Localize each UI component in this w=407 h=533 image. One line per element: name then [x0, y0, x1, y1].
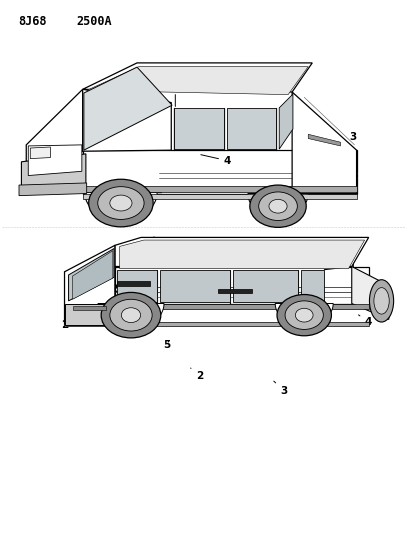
Polygon shape — [83, 193, 357, 199]
Text: 8J68: 8J68 — [18, 15, 47, 28]
Text: 12: 12 — [105, 284, 122, 297]
Polygon shape — [72, 305, 106, 310]
Polygon shape — [66, 322, 369, 326]
Polygon shape — [115, 303, 369, 309]
Text: 4: 4 — [201, 155, 231, 166]
Polygon shape — [232, 270, 298, 302]
Polygon shape — [117, 281, 150, 286]
Polygon shape — [175, 108, 223, 149]
Text: 8: 8 — [57, 176, 73, 193]
Ellipse shape — [370, 280, 394, 322]
Ellipse shape — [374, 288, 389, 314]
Polygon shape — [19, 183, 87, 196]
Polygon shape — [83, 90, 171, 151]
Text: 3: 3 — [274, 381, 288, 396]
Polygon shape — [292, 92, 357, 193]
Ellipse shape — [259, 192, 298, 221]
Polygon shape — [28, 145, 82, 175]
Text: 9: 9 — [96, 118, 108, 129]
Text: 3: 3 — [342, 132, 356, 142]
Polygon shape — [160, 270, 230, 302]
Text: 4: 4 — [359, 315, 372, 327]
Polygon shape — [85, 192, 157, 220]
Polygon shape — [65, 303, 115, 325]
Polygon shape — [68, 248, 114, 301]
Polygon shape — [115, 266, 369, 303]
Text: 2: 2 — [357, 298, 370, 309]
Ellipse shape — [110, 300, 152, 331]
Polygon shape — [26, 90, 83, 187]
Text: 2: 2 — [61, 320, 81, 330]
Ellipse shape — [98, 187, 144, 220]
Polygon shape — [120, 240, 365, 269]
Polygon shape — [83, 186, 357, 192]
Text: 10: 10 — [345, 241, 360, 260]
Polygon shape — [72, 251, 113, 300]
Text: 2: 2 — [172, 79, 179, 107]
Ellipse shape — [285, 301, 323, 329]
Ellipse shape — [89, 179, 153, 227]
Ellipse shape — [110, 195, 132, 211]
Polygon shape — [22, 154, 86, 193]
Text: 10: 10 — [112, 183, 130, 198]
Polygon shape — [84, 67, 172, 150]
Polygon shape — [218, 289, 252, 293]
Ellipse shape — [250, 185, 306, 228]
Text: 7: 7 — [37, 171, 59, 190]
Polygon shape — [83, 63, 312, 92]
Polygon shape — [279, 94, 293, 149]
Text: 5: 5 — [108, 322, 121, 332]
Polygon shape — [308, 134, 341, 146]
Polygon shape — [83, 150, 357, 193]
Polygon shape — [275, 303, 333, 326]
Polygon shape — [117, 270, 157, 302]
Text: 6: 6 — [23, 161, 47, 176]
Ellipse shape — [121, 308, 141, 322]
Polygon shape — [98, 303, 164, 329]
Ellipse shape — [269, 199, 287, 213]
Polygon shape — [301, 270, 324, 302]
Text: 5: 5 — [164, 340, 171, 350]
Polygon shape — [248, 193, 308, 217]
Text: 2500A: 2500A — [77, 15, 112, 28]
Polygon shape — [227, 108, 276, 149]
Ellipse shape — [101, 293, 161, 338]
Polygon shape — [352, 266, 389, 319]
Polygon shape — [30, 147, 50, 159]
Polygon shape — [65, 245, 115, 325]
Text: 1: 1 — [83, 304, 101, 314]
Polygon shape — [115, 237, 369, 266]
Text: 11: 11 — [66, 312, 90, 322]
Ellipse shape — [295, 308, 313, 322]
Ellipse shape — [277, 295, 331, 336]
Polygon shape — [87, 67, 308, 95]
Text: 2: 2 — [190, 368, 203, 381]
